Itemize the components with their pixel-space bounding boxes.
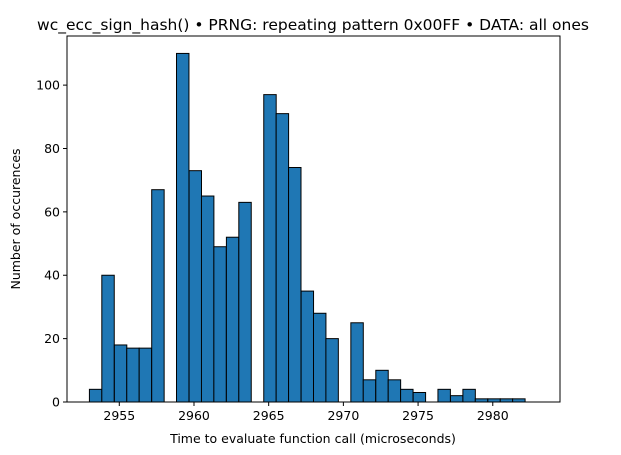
x-tick-label: 2955 — [103, 408, 135, 423]
chart-title: wc_ecc_sign_hash() • PRNG: repeating pat… — [37, 16, 589, 35]
x-tick-label: 2960 — [178, 408, 210, 423]
histogram-bar — [126, 347, 140, 403]
y-tick-label: 0 — [52, 395, 60, 410]
histogram-bar — [138, 347, 153, 403]
x-axis-label: Time to evaluate function call (microsec… — [169, 431, 456, 446]
histogram-bar — [313, 312, 327, 403]
histogram-bar — [350, 322, 364, 403]
histogram-bar — [275, 113, 290, 403]
histogram-bar — [437, 388, 451, 403]
histogram-bar — [238, 201, 252, 403]
histogram-bar — [200, 195, 215, 403]
histogram-bar — [375, 369, 389, 403]
histogram-bar — [113, 344, 128, 403]
x-axis-ticks: 2955 2960 2965 2970 2975 2980 — [103, 402, 509, 423]
histogram-bar — [88, 388, 103, 403]
y-axis-ticks: 0 20 40 60 80 100 — [36, 78, 67, 410]
histogram-bar — [387, 379, 402, 403]
x-tick-label: 2965 — [253, 408, 285, 423]
histogram-bar — [225, 236, 240, 403]
histogram-bar — [176, 52, 190, 403]
y-tick-label: 40 — [44, 268, 60, 283]
histogram-bar — [362, 379, 377, 403]
histogram-bar — [412, 391, 427, 403]
y-tick-label: 80 — [44, 141, 60, 156]
x-tick-label: 2970 — [327, 408, 359, 423]
y-tick-label: 100 — [36, 78, 60, 93]
histogram-bar — [151, 189, 165, 403]
histogram-bar — [300, 290, 315, 403]
histogram-bar — [188, 170, 202, 403]
plot-frame — [66, 35, 561, 403]
y-tick-label: 60 — [44, 204, 60, 219]
y-tick-label: 20 — [44, 331, 60, 346]
histogram-bar — [400, 388, 414, 403]
x-tick-label: 2975 — [402, 408, 434, 423]
histogram-bar — [449, 395, 464, 403]
histogram-bar — [213, 246, 227, 403]
histogram-bar — [288, 167, 302, 403]
bars-group — [88, 52, 526, 403]
histogram-bar — [462, 388, 476, 403]
y-axis-label: Number of occurences — [8, 148, 23, 289]
histogram-bar — [101, 274, 115, 403]
histogram-bar — [325, 338, 339, 403]
x-tick-label: 2980 — [477, 408, 509, 423]
histogram-bar — [263, 94, 277, 403]
